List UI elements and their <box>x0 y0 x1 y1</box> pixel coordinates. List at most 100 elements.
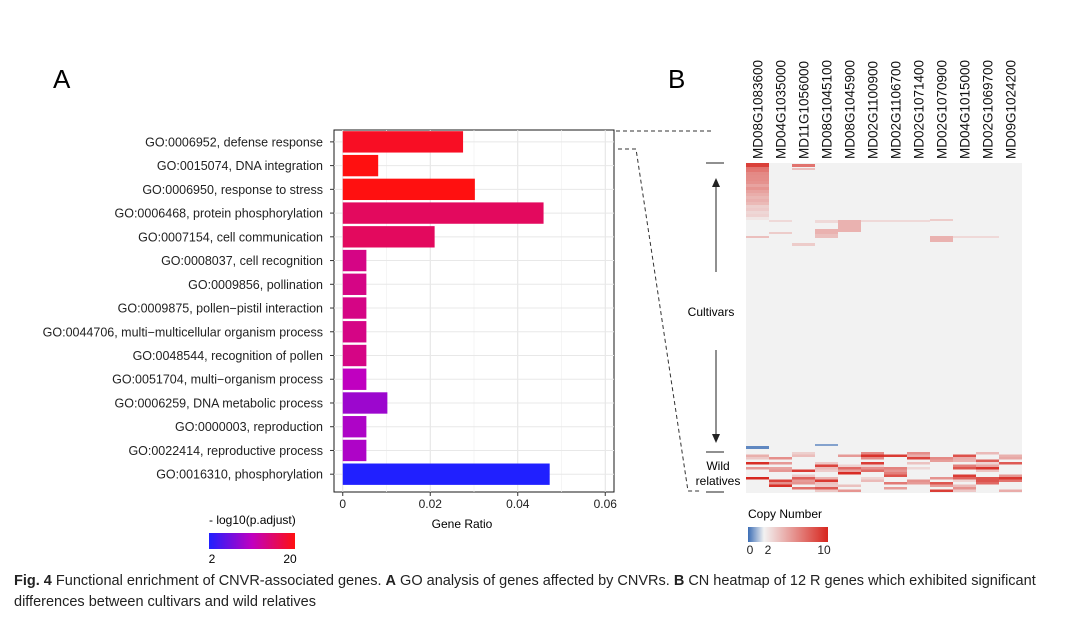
x-tick-label: 0 <box>339 497 346 511</box>
x-ticks: 0 0.02 0.04 0.06 <box>339 492 617 511</box>
caption-bold-a: A <box>385 573 397 589</box>
heatmap-cell <box>769 220 792 222</box>
heatmap-cell <box>746 205 769 208</box>
heatmap-cell <box>746 446 769 449</box>
heatmap-cell <box>746 190 769 193</box>
heatmap-cell <box>861 220 884 222</box>
heatmap-cell <box>930 484 953 487</box>
heatmap-cell <box>930 236 953 242</box>
heatmap-cell <box>953 474 976 477</box>
arrowhead-down-icon <box>712 434 720 443</box>
heatmap-cell <box>884 482 907 485</box>
heatmap-cell <box>953 479 976 482</box>
heatmap-cell <box>792 454 815 457</box>
heatmap-cell <box>861 462 884 465</box>
heatmap-cell <box>746 184 769 187</box>
wild-label-line: relatives <box>696 474 741 488</box>
heatmap-cell <box>838 484 861 487</box>
heatmap-cell <box>746 208 769 211</box>
heatmap-cell <box>746 163 769 167</box>
heatmap-cell <box>792 168 815 170</box>
heatmap-cell <box>976 467 999 470</box>
heatmap-cell <box>746 236 769 238</box>
heatmap-cell <box>815 464 838 467</box>
caption-text-2: GO analysis of genes affected by CNVRs. <box>396 573 674 589</box>
heatmap-cell <box>976 452 999 455</box>
heatmap-cell <box>815 234 838 238</box>
heatmap-cell <box>792 479 815 482</box>
arrowhead-up-icon <box>712 178 720 187</box>
y-tick-label: GO:0009856, pollination <box>188 278 323 292</box>
heatmap-cell <box>746 454 769 457</box>
wild-label-line: Wild <box>706 459 729 473</box>
heatmap-cell <box>769 467 792 470</box>
heatmap-cell <box>976 469 999 472</box>
gene-label: MD02G1070900 <box>935 60 950 159</box>
heatmap-cell <box>746 175 769 178</box>
heatmap-cell <box>769 484 792 487</box>
y-tick-label: GO:0048544, recognition of pollen <box>133 349 323 363</box>
heatmap-cell <box>838 489 861 492</box>
heatmap-cell <box>861 467 884 470</box>
heatmap-cell <box>999 477 1022 480</box>
gene-label: MD02G1100900 <box>866 61 881 159</box>
heatmap-cell <box>884 472 907 475</box>
heatmap-cell <box>907 479 930 482</box>
heatmap-cell <box>815 467 838 470</box>
heatmap-cell <box>953 457 976 460</box>
heatmap-cell <box>792 243 815 246</box>
legend-max-label: 20 <box>283 552 297 565</box>
heatmap-cell <box>999 457 1022 460</box>
heatmap-cell <box>792 474 815 477</box>
heatmap-cell <box>953 487 976 490</box>
heatmap-cell <box>907 457 930 460</box>
heatmap-cell <box>815 220 838 223</box>
bar <box>342 463 550 485</box>
heatmap-cell <box>976 236 999 238</box>
heatmap-cell <box>861 452 884 455</box>
gene-label: MD02G1106700 <box>889 61 904 159</box>
gene-label: MD08G1083600 <box>751 60 766 159</box>
heatmap-cell <box>884 467 907 470</box>
heatmap-cell <box>999 474 1022 477</box>
bar <box>342 202 544 224</box>
x-tick-label: 0.06 <box>594 497 618 511</box>
heatmap-cell <box>953 467 976 470</box>
heatmap-cell <box>930 482 953 485</box>
heatmap-cell <box>907 462 930 465</box>
heatmap-cell <box>838 467 861 470</box>
gene-label: MD11G1056000 <box>797 61 812 159</box>
heatmap-cell <box>815 477 838 480</box>
heatmap-cell <box>930 477 953 480</box>
heatmap-cell <box>746 462 769 465</box>
caption-fig-label: Fig. 4 <box>14 573 52 589</box>
cn-legend-tick: 10 <box>817 543 831 557</box>
cn-legend-color-bar <box>748 527 828 542</box>
heatmap-cell <box>930 489 953 492</box>
y-tick-label: GO:0006468, protein phosphorylation <box>115 207 324 221</box>
heatmap-cell <box>930 457 953 460</box>
bar <box>342 416 367 438</box>
bars <box>342 131 550 485</box>
x-tick-label: 0.02 <box>419 497 443 511</box>
heatmap-cell <box>746 477 769 480</box>
y-tick-label: GO:0015074, DNA integration <box>157 159 323 173</box>
group-label-wild-relatives: Wild relatives <box>696 459 741 488</box>
heatmap-cell <box>746 457 769 460</box>
heatmap-cell <box>769 462 792 465</box>
x-axis-label: Gene Ratio <box>432 517 493 531</box>
heatmap-cell <box>907 220 930 222</box>
heatmap-cell <box>976 479 999 482</box>
heatmap-cell <box>953 236 976 238</box>
bar <box>342 368 367 390</box>
gene-label: MD04G1015000 <box>958 60 973 159</box>
heatmap-cell <box>976 477 999 480</box>
heatmap-cell <box>953 489 976 492</box>
legend-min-label: 2 <box>209 552 216 565</box>
heatmap-cell <box>815 229 838 235</box>
heatmap-cell <box>953 477 976 480</box>
heatmap-cell <box>884 474 907 477</box>
heatmap-cell <box>815 487 838 490</box>
bar <box>342 226 435 248</box>
x-tick-label: 0.04 <box>506 497 530 511</box>
